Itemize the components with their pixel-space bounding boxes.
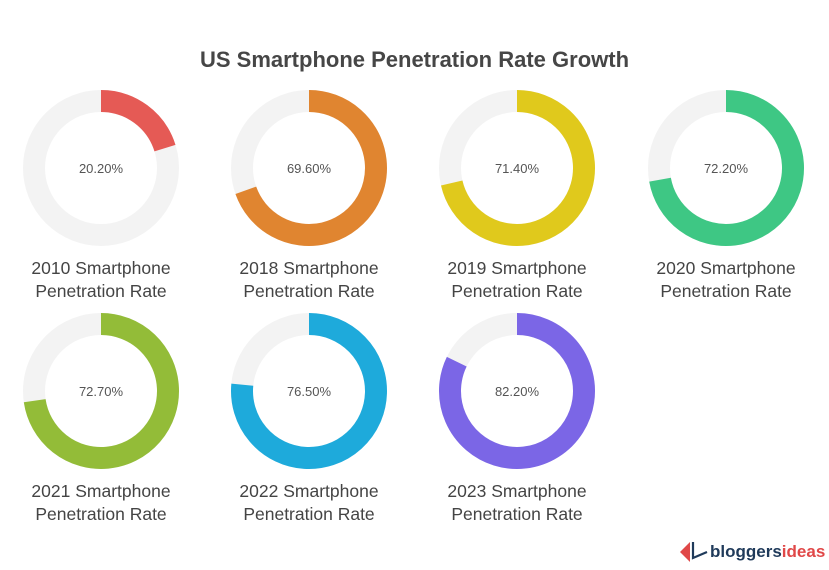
donut-caption: 2021 Smartphone Penetration Rate — [31, 481, 171, 524]
donut-caption: 2019 Smartphone Penetration Rate — [447, 258, 587, 301]
donut-caption: 2023 Smartphone Penetration Rate — [447, 481, 587, 524]
logo-icon — [680, 542, 708, 562]
donut-4: 72.70% — [23, 313, 179, 469]
donut-value-label: 20.20% — [79, 161, 124, 176]
donut-value-label: 72.70% — [79, 384, 124, 399]
donut-value-arc — [649, 90, 804, 246]
donut-value-arc — [23, 313, 179, 469]
logo-text-1: bloggers — [710, 542, 782, 561]
donut-value-arc — [100, 90, 176, 152]
donut-value-arc — [439, 313, 595, 469]
donut-caption: 2020 Smartphone Penetration Rate — [656, 258, 796, 301]
bloggersideas-logo: bloggers ideas — [680, 540, 825, 564]
donut-2: 71.40% — [439, 90, 595, 246]
donut-value-label: 76.50% — [287, 384, 332, 399]
chart-title: US Smartphone Penetration Rate Growth — [199, 47, 630, 72]
donut-caption: 2010 Smartphone Penetration Rate — [31, 258, 171, 301]
donut-value-arc — [231, 313, 387, 469]
donut-caption: 2018 Smartphone Penetration Rate — [239, 258, 379, 301]
logo-text-2: ideas — [781, 542, 826, 561]
donut-value-arc — [440, 90, 595, 246]
donut-0: 20.20% — [23, 90, 179, 246]
donut-5: 76.50% — [231, 313, 387, 469]
donut-1: 69.60% — [231, 90, 387, 246]
donut-value-arc — [235, 90, 387, 246]
donut-value-label: 69.60% — [287, 161, 332, 176]
donut-6: 82.20% — [439, 313, 595, 469]
donut-3: 72.20% — [648, 90, 804, 246]
donut-value-label: 72.20% — [704, 161, 749, 176]
donut-value-label: 71.40% — [495, 161, 540, 176]
donut-caption: 2022 Smartphone Penetration Rate — [239, 481, 379, 524]
donut-value-label: 82.20% — [495, 384, 540, 399]
